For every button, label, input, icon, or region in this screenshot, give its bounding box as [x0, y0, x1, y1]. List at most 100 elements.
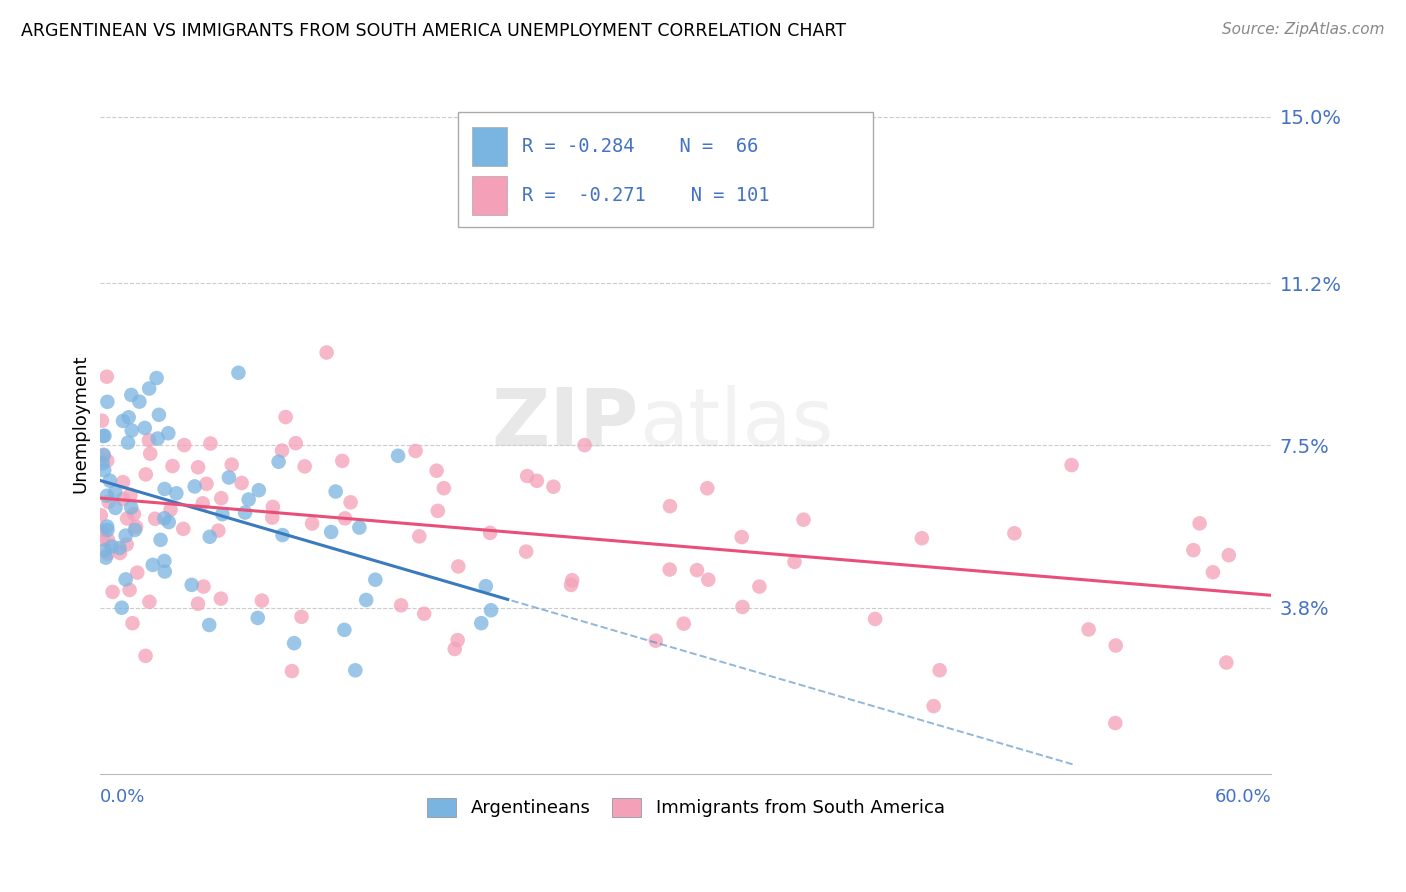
Y-axis label: Unemployment: Unemployment	[72, 354, 89, 492]
Point	[135, 467, 157, 482]
Point	[339, 495, 361, 509]
Text: Source: ZipAtlas.com: Source: ZipAtlas.com	[1222, 22, 1385, 37]
Point	[731, 530, 754, 544]
Point	[93, 448, 115, 462]
Point	[479, 603, 502, 617]
Point	[98, 474, 121, 488]
Point	[294, 459, 316, 474]
Point	[157, 515, 180, 529]
Point	[97, 495, 120, 509]
Point	[143, 512, 166, 526]
Point	[426, 464, 449, 478]
Point	[211, 507, 233, 521]
Point	[364, 573, 387, 587]
Point	[672, 616, 695, 631]
Point	[104, 485, 127, 500]
Point	[911, 531, 934, 545]
Point	[145, 371, 167, 385]
Point	[117, 435, 139, 450]
Point	[389, 599, 412, 613]
Point	[153, 511, 176, 525]
Legend: Argentineans, Immigrants from South America: Argentineans, Immigrants from South Amer…	[420, 791, 952, 825]
Point	[191, 496, 214, 510]
Point	[91, 414, 114, 428]
Point	[561, 573, 583, 587]
Point	[231, 475, 253, 490]
Point	[321, 524, 343, 539]
Point	[543, 480, 565, 494]
Point	[115, 537, 138, 551]
Point	[138, 595, 160, 609]
Point	[1218, 548, 1240, 562]
Point	[218, 470, 240, 484]
Point	[108, 541, 131, 555]
Point	[290, 609, 312, 624]
Point	[162, 459, 184, 474]
Point	[104, 500, 127, 515]
Point	[198, 530, 221, 544]
Point	[262, 500, 284, 514]
Point	[443, 642, 465, 657]
Point	[731, 599, 754, 614]
Point	[94, 550, 117, 565]
Point	[1182, 543, 1205, 558]
Point	[333, 623, 356, 637]
Point	[122, 507, 145, 521]
FancyBboxPatch shape	[457, 112, 873, 227]
Point	[696, 481, 718, 495]
Point	[153, 565, 176, 579]
Point	[1188, 516, 1211, 531]
Text: 0.0%: 0.0%	[100, 789, 146, 806]
Point	[283, 636, 305, 650]
Point	[526, 474, 548, 488]
Point	[447, 559, 470, 574]
Point	[124, 523, 146, 537]
Point	[928, 663, 950, 677]
Point	[96, 523, 118, 537]
Point	[1077, 623, 1099, 637]
Text: R =  -0.271    N = 101: R = -0.271 N = 101	[522, 186, 769, 205]
FancyBboxPatch shape	[471, 177, 506, 215]
Point	[479, 525, 502, 540]
Point	[644, 633, 666, 648]
Point	[187, 460, 209, 475]
Point	[138, 382, 160, 396]
Point	[470, 616, 492, 631]
Point	[408, 529, 430, 543]
Point	[139, 447, 162, 461]
Point	[659, 499, 682, 513]
Point	[247, 483, 270, 498]
Point	[228, 366, 250, 380]
Point	[118, 582, 141, 597]
Point	[148, 408, 170, 422]
Point	[135, 648, 157, 663]
Point	[267, 455, 290, 469]
Text: R = -0.284    N =  66: R = -0.284 N = 66	[522, 137, 758, 156]
Point	[413, 607, 436, 621]
Point	[274, 410, 297, 425]
Point	[146, 432, 169, 446]
Point	[91, 456, 114, 470]
Point	[271, 528, 294, 542]
Point	[209, 491, 232, 506]
Point	[221, 458, 243, 472]
Point	[187, 597, 209, 611]
Point	[1104, 716, 1126, 731]
Point	[1105, 639, 1128, 653]
Point	[128, 394, 150, 409]
Point	[574, 438, 596, 452]
Point	[405, 444, 427, 458]
Point	[101, 540, 124, 554]
Point	[118, 410, 141, 425]
Point	[96, 369, 118, 384]
Point	[195, 476, 218, 491]
Point	[111, 600, 134, 615]
Point	[284, 436, 307, 450]
Point	[120, 488, 142, 502]
Point	[198, 618, 221, 632]
Point	[172, 522, 194, 536]
Point	[560, 578, 582, 592]
Point	[344, 663, 367, 677]
Point	[96, 519, 118, 533]
Point	[120, 500, 142, 515]
